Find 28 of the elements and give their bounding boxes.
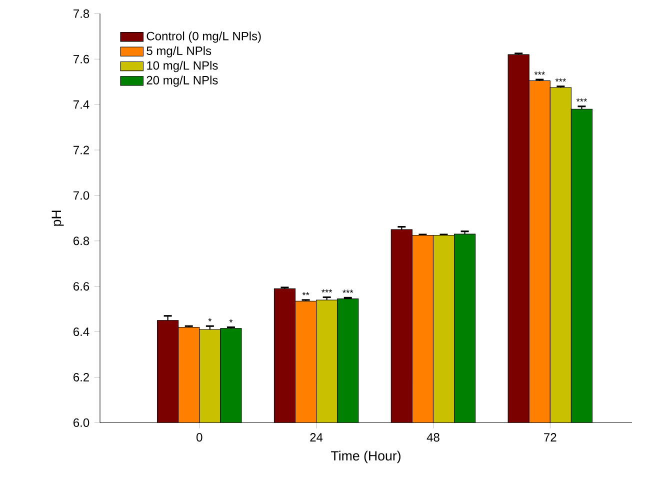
legend-label: 20 mg/L NPls [146,76,218,87]
y-tick-label: 7.6 [74,54,90,64]
data-label: ** [302,292,310,296]
y-tick-label: 7.8 [74,9,90,18]
y-tick-label: 6.6 [74,282,90,291]
data-label: *** [322,289,332,293]
x-tick-label: 48 [426,433,440,442]
x-tick-label: 0 [196,433,202,442]
data-label: * [229,319,233,322]
legend-label: 5 mg/L NPls [146,46,212,58]
y-tick-label: 6.8 [74,236,90,246]
y-tick-label: 7.4 [74,100,90,109]
y-tick-label: 6.2 [74,372,89,382]
y-axis-title: pH [52,210,64,226]
x-tick-label: 24 [310,433,323,442]
data-label: *** [576,98,588,102]
legend-label: 10 mg/L NPls [147,60,218,72]
x-axis-title: Time (Hour) [330,450,400,464]
data-label: *** [555,78,566,82]
legend-label: Control (0 mg/L NPls) [146,32,261,43]
y-tick-label: 6.0 [74,418,90,427]
data-label: * [208,318,212,322]
data-label: *** [342,290,354,293]
y-tick-label: 7.2 [74,146,89,154]
y-tick-label: 7.0 [74,191,90,200]
y-tick-label: 6.4 [74,328,90,336]
data-label: *** [534,72,545,75]
x-tick-label: 72 [544,433,556,442]
